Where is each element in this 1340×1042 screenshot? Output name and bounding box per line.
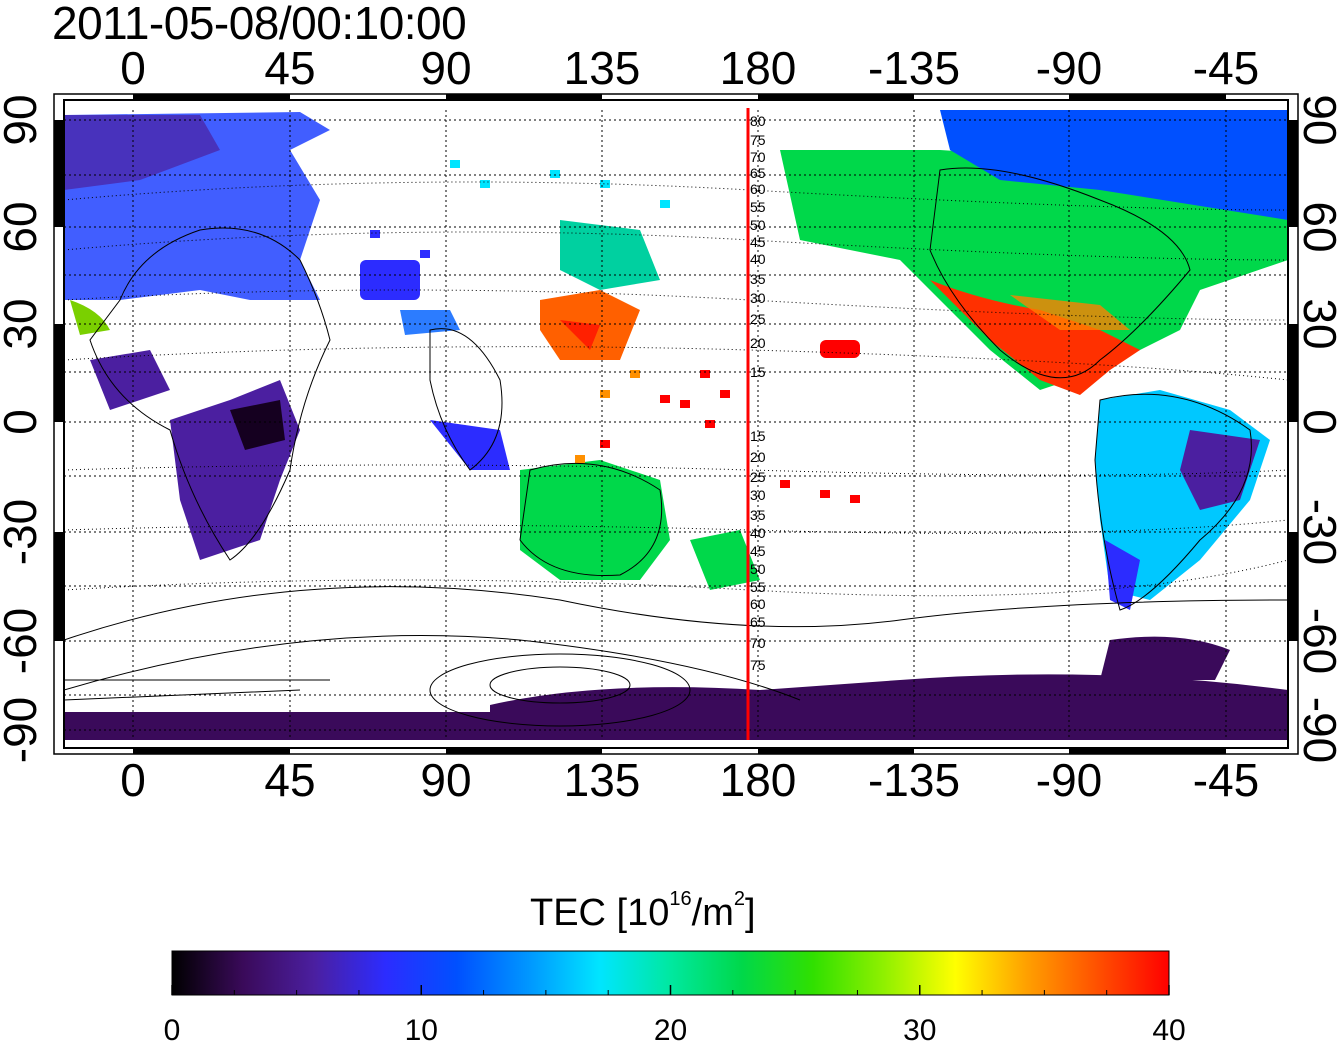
frame-band-left: [54, 324, 64, 422]
frame-band-top: [758, 94, 914, 100]
colorbar-tick-label: 30: [903, 1014, 936, 1042]
map-title: 2011-05-08/00:10:00: [52, 0, 467, 49]
colorbar-tick-label: 10: [405, 1014, 438, 1042]
left-lat-tick-label: 30: [0, 298, 46, 349]
left-lat-tick-label: 0: [0, 409, 46, 435]
top-lon-tick-label: -90: [1036, 42, 1102, 94]
top-lon-tick-label: 90: [420, 42, 471, 94]
colorbar-title: TEC [1016/m2]: [530, 888, 756, 935]
top-lon-tick-label: 0: [120, 42, 146, 94]
bottom-lon-tick-label: 0: [120, 754, 146, 806]
meridian-label-north: 50: [750, 217, 766, 233]
right-lat-tick-label: -30: [1294, 499, 1340, 565]
left-lat-tick-label: -60: [0, 608, 46, 674]
contour-lines: [64, 181, 1288, 727]
meridian-label-south: 70: [750, 635, 766, 651]
frame-band-right: [1288, 324, 1298, 422]
top-lon-tick-label: -135: [868, 42, 960, 94]
meridian-latitude-labels: 8075706560555045403530252015152025303540…: [750, 113, 766, 673]
frame-band-left: [54, 532, 64, 641]
meridian-label-north: 75: [750, 132, 766, 148]
meridian-label-south: 15: [750, 428, 766, 444]
right-lat-tick-label: 90: [1294, 94, 1340, 145]
frame-band-bottom: [758, 748, 914, 754]
meridian-label-north: 70: [750, 149, 766, 165]
frame-band-bottom: [446, 748, 602, 754]
frame-band-right: [1288, 120, 1298, 227]
colorbar-tick-label: 20: [654, 1014, 687, 1042]
bottom-lon-tick-label: -135: [868, 754, 960, 806]
meridian-label-north: 35: [750, 271, 766, 287]
colorbar-ticks: [171, 985, 1170, 995]
left-lat-tick-label: -90: [0, 697, 46, 763]
top-lon-tick-label: 135: [564, 42, 641, 94]
meridian-label-south: 60: [750, 596, 766, 612]
top-lon-tick-label: 180: [720, 42, 797, 94]
meridian-label-north: 55: [750, 199, 766, 215]
map-frame: [63, 99, 1289, 749]
tec-data-layer: [64, 110, 1288, 740]
left-lat-tick-label: -30: [0, 499, 46, 565]
frame-band-bottom: [133, 748, 290, 754]
meridian-label-north: 80: [750, 113, 766, 129]
meridian-label-north: 65: [750, 165, 766, 181]
frame-band-top: [446, 94, 602, 100]
meridian-label-south: 75: [750, 657, 766, 673]
meridian-label-south: 25: [750, 469, 766, 485]
frame-band-bottom: [1069, 748, 1226, 754]
meridian-label-north: 15: [750, 364, 766, 380]
left-latitude-axis: 90 60 30 0 -30 -60 -90: [0, 94, 46, 763]
top-longitude-axis: 0 45 90 135 180 -135 -90 -45: [120, 42, 1259, 94]
bottom-lon-tick-label: 135: [564, 754, 641, 806]
top-lon-tick-label: -45: [1193, 42, 1259, 94]
meridian-label-south: 40: [750, 525, 766, 541]
meridian-label-south: 35: [750, 507, 766, 523]
left-lat-tick-label: 60: [0, 201, 46, 252]
frame-band-top: [1069, 94, 1226, 100]
coastlines: [89, 167, 1252, 611]
meridian-label-south: 65: [750, 614, 766, 630]
meridian-label-north: 45: [750, 234, 766, 250]
meridian-label-south: 30: [750, 487, 766, 503]
colorbar-title-exp1: 16: [669, 888, 692, 910]
map-outer-frame: [53, 93, 1299, 755]
frame-band-top: [133, 94, 290, 100]
meridian-label-south: 50: [750, 561, 766, 577]
colorbar-title-main: TEC [10: [530, 892, 670, 934]
bottom-lon-tick-label: 45: [264, 754, 315, 806]
right-lat-tick-label: -60: [1294, 608, 1340, 674]
colorbar-tick-labels: 0 10 20 30 40: [164, 1014, 1186, 1042]
meridian-label-north: 20: [750, 335, 766, 351]
bottom-lon-tick-label: -90: [1036, 754, 1102, 806]
colorbar-tick-label: 40: [1152, 1014, 1185, 1042]
meridian-label-north: 30: [750, 290, 766, 306]
frame-band-left: [54, 120, 64, 227]
colorbar-title-exp2: 2: [733, 888, 745, 910]
bottom-lon-tick-label: -45: [1193, 754, 1259, 806]
meridian-label-south: 55: [750, 579, 766, 595]
frame-band-right: [1288, 532, 1298, 641]
frame-graticule-bands: [54, 94, 1298, 754]
left-lat-tick-label: 90: [0, 94, 46, 145]
meridian-label-north: 60: [750, 181, 766, 197]
right-lat-tick-label: 30: [1294, 298, 1340, 349]
right-lat-tick-label: 0: [1294, 409, 1340, 435]
bottom-lon-tick-label: 90: [420, 754, 471, 806]
right-latitude-axis: 90 60 30 0 -30 -60 -90: [1294, 94, 1340, 763]
top-lon-tick-label: 45: [264, 42, 315, 94]
colorbar-title-end: ]: [744, 892, 756, 934]
meridian-label-south: 45: [750, 543, 766, 559]
right-lat-tick-label: -90: [1294, 697, 1340, 763]
colorbar-tick-label: 0: [164, 1014, 181, 1042]
meridian-label-north: 40: [750, 251, 766, 267]
bottom-longitude-axis: 0 45 90 135 180 -135 -90 -45: [120, 754, 1259, 806]
meridian-label-north: 25: [750, 311, 766, 327]
meridian-label-south: 20: [750, 449, 766, 465]
right-lat-tick-label: 60: [1294, 201, 1340, 252]
bottom-lon-tick-label: 180: [720, 754, 797, 806]
colorbar-title-mid: /m: [691, 892, 734, 934]
